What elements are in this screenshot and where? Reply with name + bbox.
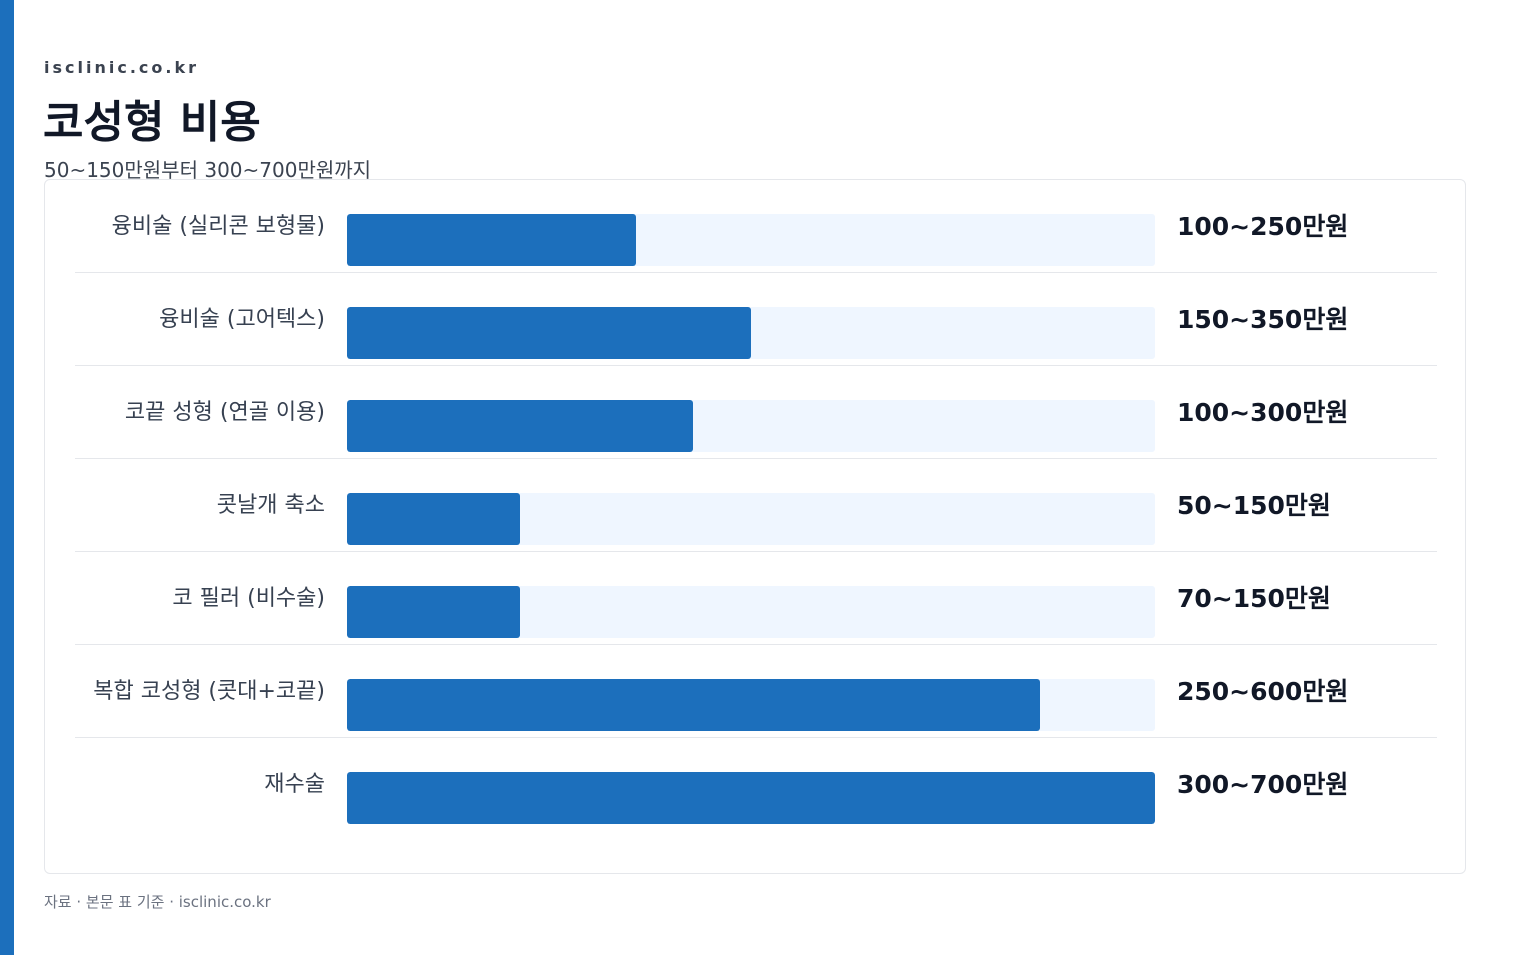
chart-row: 복합 코성형 (콧대+코끝) 250~600만원 <box>75 645 1437 738</box>
category-label: 복합 코성형 (콧대+코끝) <box>93 679 325 704</box>
chart-row: 코 필러 (비수술) 70~150만원 <box>75 552 1437 645</box>
bar-track <box>347 772 1155 824</box>
value-label: 50~150만원 <box>1177 491 1331 520</box>
bar <box>347 214 636 266</box>
bar <box>347 679 1040 731</box>
bar-track <box>347 400 1155 452</box>
bar-track <box>347 214 1155 266</box>
value-label: 150~350만원 <box>1177 305 1349 334</box>
bar-track <box>347 493 1155 545</box>
page-subtitle: 50~150만원부터 300~700만원까지 <box>44 158 372 182</box>
bar <box>347 493 521 545</box>
chart-row: 융비술 (실리콘 보형물) 100~250만원 <box>75 180 1437 273</box>
bar-track <box>347 679 1155 731</box>
bar <box>347 772 1155 824</box>
chart-row: 재수술 300~700만원 <box>75 738 1437 831</box>
chart-row: 콧날개 축소 50~150만원 <box>75 459 1437 552</box>
site-name: isclinic.co.kr <box>44 58 199 77</box>
page-title: 코성형 비용 <box>43 97 261 148</box>
chart-row: 융비술 (고어텍스) 150~350만원 <box>75 273 1437 366</box>
value-label: 100~250만원 <box>1177 212 1349 241</box>
value-label: 70~150만원 <box>1177 584 1331 613</box>
bar <box>347 307 751 359</box>
bar <box>347 400 694 452</box>
footer-source: 자료 · 본문 표 기준 · isclinic.co.kr <box>44 893 271 911</box>
value-label: 100~300만원 <box>1177 398 1349 427</box>
bar-track <box>347 307 1155 359</box>
category-label: 코끝 성형 (연골 이용) <box>124 400 325 425</box>
category-label: 코 필러 (비수술) <box>172 586 325 611</box>
category-label: 융비술 (실리콘 보형물) <box>111 214 325 239</box>
chart-row: 코끝 성형 (연골 이용) 100~300만원 <box>75 366 1437 459</box>
category-label: 융비술 (고어텍스) <box>159 307 325 332</box>
value-label: 250~600만원 <box>1177 677 1349 706</box>
bar-track <box>347 586 1155 638</box>
bar <box>347 586 521 638</box>
value-label: 300~700만원 <box>1177 770 1349 799</box>
accent-bar <box>0 0 14 955</box>
category-label: 콧날개 축소 <box>216 493 325 518</box>
category-label: 재수술 <box>264 772 325 797</box>
